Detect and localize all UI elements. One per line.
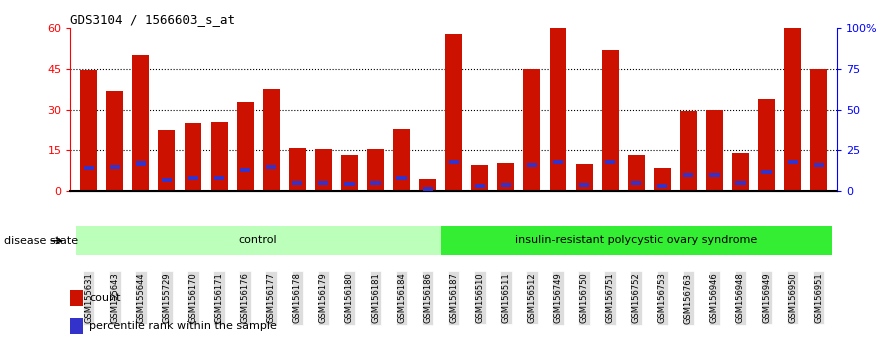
Bar [136,161,146,166]
Bar [579,183,589,188]
Text: GSM156750: GSM156750 [580,273,589,323]
Bar [527,163,537,167]
Text: insulin-resistant polycystic ovary syndrome: insulin-resistant polycystic ovary syndr… [515,235,758,245]
Text: GSM156180: GSM156180 [345,273,354,323]
Bar [498,163,515,191]
Bar [315,149,332,191]
Bar [292,181,302,185]
Text: percentile rank within the sample: percentile rank within the sample [89,321,277,331]
Bar [76,227,440,255]
Text: GSM156950: GSM156950 [788,273,797,323]
Text: GSM156184: GSM156184 [397,273,406,323]
Text: GSM156170: GSM156170 [189,273,197,323]
Bar [341,154,358,191]
Bar [263,89,279,191]
Bar [159,130,175,191]
Text: GSM156187: GSM156187 [449,273,458,324]
Text: GSM155729: GSM155729 [162,273,172,323]
Bar [266,165,277,169]
Bar [811,69,827,191]
Bar [211,122,227,191]
Bar [475,184,485,188]
Bar [657,184,668,188]
Text: GSM156176: GSM156176 [241,273,249,324]
Bar [448,160,459,164]
Bar [423,187,433,191]
Text: GSM156749: GSM156749 [553,273,562,323]
Text: GSM155644: GSM155644 [137,273,145,323]
Text: GSM156171: GSM156171 [215,273,224,323]
Bar [788,160,797,164]
Bar [736,181,745,185]
Bar [110,165,120,169]
Text: GSM156511: GSM156511 [501,273,510,323]
Text: GSM156181: GSM156181 [371,273,380,323]
Bar [471,165,488,191]
Bar [553,160,563,164]
Text: GSM156949: GSM156949 [762,273,771,323]
Bar [318,181,329,185]
Bar [605,160,615,164]
Bar [784,28,801,191]
Bar [445,34,463,191]
Text: GSM155643: GSM155643 [110,273,119,323]
Bar [761,170,772,174]
Bar [70,318,83,334]
Bar [240,168,250,172]
Text: GSM156752: GSM156752 [632,273,640,323]
Bar [550,28,566,191]
Text: GSM156510: GSM156510 [475,273,485,323]
Text: GSM156186: GSM156186 [423,273,433,324]
Bar [631,181,641,185]
Bar [344,182,354,186]
Bar [132,56,150,191]
Bar [80,70,97,191]
Bar [396,176,407,180]
Text: GSM156512: GSM156512 [528,273,537,323]
Bar [602,50,618,191]
Bar [732,153,749,191]
Bar [575,164,593,191]
Bar [370,181,381,185]
Bar [84,166,93,170]
Text: control: control [239,235,278,245]
Bar [654,168,670,191]
Text: GSM156951: GSM156951 [814,273,823,323]
Text: GSM156753: GSM156753 [658,273,667,324]
Bar [709,173,720,177]
Bar [440,227,832,255]
Text: GSM156763: GSM156763 [684,273,692,324]
Text: GSM156751: GSM156751 [605,273,615,323]
Bar [758,99,775,191]
Bar [162,178,172,182]
Bar [706,110,723,191]
Bar [680,111,697,191]
Bar [500,183,511,187]
Bar [214,176,224,180]
Text: GSM156177: GSM156177 [267,273,276,324]
Text: GSM156946: GSM156946 [710,273,719,323]
Text: GSM155631: GSM155631 [85,273,93,323]
Bar [188,176,198,180]
Text: disease state: disease state [4,236,78,246]
Bar [393,129,410,191]
Bar [628,154,645,191]
Bar [523,69,540,191]
Text: GSM156179: GSM156179 [319,273,328,323]
Text: GSM156948: GSM156948 [736,273,745,323]
Bar [814,163,824,167]
Text: GDS3104 / 1566603_s_at: GDS3104 / 1566603_s_at [70,13,235,26]
Bar [419,179,436,191]
Bar [107,91,123,191]
Bar [684,173,693,177]
Bar [367,149,384,191]
Bar [70,290,83,306]
Bar [237,102,254,191]
Bar [289,148,306,191]
Text: count: count [89,293,121,303]
Bar [184,123,202,191]
Text: GSM156178: GSM156178 [292,273,302,324]
